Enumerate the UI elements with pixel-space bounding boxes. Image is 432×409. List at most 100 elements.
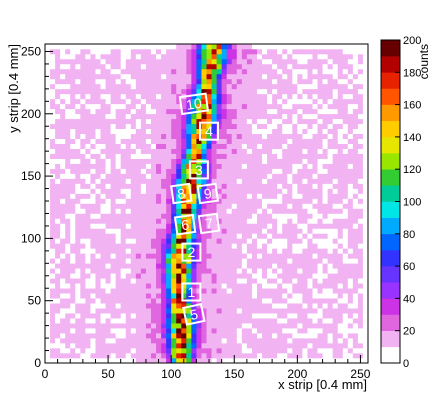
- heatmap-cell: [317, 328, 323, 334]
- heatmap-cell: [352, 343, 359, 349]
- heatmap-cell: [251, 178, 258, 184]
- heatmap-cell: [201, 68, 207, 75]
- heatmap-cell: [307, 108, 313, 115]
- heatmap-cell: [110, 93, 116, 100]
- heatmap-cell: [50, 63, 56, 70]
- heatmap-cell: [332, 133, 339, 139]
- heatmap-cell: [322, 44, 328, 50]
- heatmap-cell: [292, 343, 298, 349]
- heatmap-cell: [130, 143, 137, 149]
- heatmap-cell: [307, 228, 313, 234]
- heatmap-cell: [176, 188, 182, 194]
- heatmap-cell: [312, 178, 318, 184]
- heatmap-cell: [95, 178, 101, 184]
- heatmap-cell: [297, 258, 303, 264]
- heatmap-cell: [216, 288, 222, 294]
- heatmap-cell: [65, 203, 71, 209]
- heatmap-cell: [267, 308, 273, 314]
- heatmap-cell: [161, 168, 167, 174]
- heatmap-cell: [312, 198, 318, 204]
- heatmap-cell: [322, 243, 328, 249]
- heatmap-cell: [110, 128, 116, 135]
- heatmap-cell: [196, 268, 202, 274]
- heatmap-cell: [337, 323, 344, 329]
- heatmap-cell: [297, 148, 303, 154]
- heatmap-cell: [216, 283, 222, 289]
- heatmap-cell: [342, 63, 349, 70]
- heatmap-cell: [302, 268, 308, 274]
- colorbar-segment: [381, 136, 400, 154]
- heatmap-cell: [196, 98, 202, 105]
- heatmap-cell: [161, 153, 167, 159]
- region-marker: 3: [188, 160, 209, 180]
- heatmap-cell: [50, 228, 56, 234]
- heatmap-cell: [206, 158, 212, 164]
- heatmap-cell: [262, 53, 268, 60]
- heatmap-cell: [317, 128, 323, 135]
- heatmap-cell: [357, 208, 364, 214]
- heatmap-cell: [161, 358, 167, 364]
- heatmap-cell: [176, 328, 182, 334]
- heatmap-cell: [70, 358, 76, 364]
- heatmap-cell: [60, 68, 66, 75]
- heatmap-cell: [332, 143, 339, 149]
- heatmap-cell: [176, 68, 182, 75]
- heatmap-cell: [156, 298, 162, 304]
- heatmap-cell: [45, 253, 51, 259]
- heatmap-cell: [75, 303, 81, 309]
- heatmap-cell: [216, 113, 222, 120]
- heatmap-cell: [60, 83, 66, 90]
- heatmap-cell: [307, 48, 313, 55]
- heatmap-cell: [75, 343, 81, 349]
- heatmap-cell: [50, 68, 56, 75]
- heatmap-cell: [272, 153, 278, 159]
- heatmap-cell: [256, 213, 263, 219]
- heatmap-cell: [201, 193, 207, 199]
- heatmap-cell: [161, 83, 167, 90]
- heatmap-cell: [362, 128, 369, 135]
- heatmap-cell: [65, 258, 71, 264]
- heatmap-cell: [55, 193, 61, 199]
- heatmap-cell: [337, 303, 344, 309]
- heatmap-cell: [100, 293, 106, 299]
- heatmap-cell: [231, 248, 238, 254]
- heatmap-cell: [231, 293, 238, 299]
- heatmap-cell: [115, 98, 122, 105]
- heatmap-cell: [272, 263, 278, 269]
- heatmap-cell: [60, 228, 66, 234]
- heatmap-cell: [75, 68, 81, 75]
- heatmap-cell: [115, 188, 122, 194]
- heatmap-cell: [302, 88, 308, 95]
- heatmap-cell: [140, 348, 147, 354]
- heatmap-cell: [55, 263, 61, 269]
- heatmap-cell: [312, 253, 318, 259]
- heatmap-cell: [262, 233, 268, 239]
- heatmap-cell: [55, 44, 61, 50]
- heatmap-cell: [75, 238, 81, 244]
- heatmap-cell: [75, 168, 81, 174]
- heatmap-cell: [312, 333, 318, 339]
- heatmap-cell: [100, 323, 106, 329]
- heatmap-cell: [135, 128, 142, 135]
- heatmap-cell: [130, 198, 137, 204]
- heatmap-cell: [322, 53, 328, 60]
- heatmap-cell: [156, 323, 162, 329]
- heatmap-cell: [110, 298, 116, 304]
- heatmap-cell: [206, 48, 212, 55]
- heatmap-cell: [262, 198, 268, 204]
- heatmap-cell: [211, 63, 217, 70]
- heatmap-cell: [140, 63, 147, 70]
- heatmap-cell: [352, 128, 359, 135]
- heatmap-cell: [272, 303, 278, 309]
- heatmap-cell: [145, 288, 152, 294]
- heatmap-cell: [55, 278, 61, 284]
- heatmap-cell: [90, 343, 96, 349]
- heatmap-cell: [161, 328, 167, 334]
- heatmap-cell: [110, 288, 116, 294]
- heatmap-cell: [55, 103, 61, 110]
- heatmap-cell: [236, 193, 243, 199]
- heatmap-cell: [357, 338, 364, 344]
- heatmap-cell: [135, 78, 142, 85]
- heatmap-cell: [95, 338, 101, 344]
- heatmap-cell: [297, 338, 303, 344]
